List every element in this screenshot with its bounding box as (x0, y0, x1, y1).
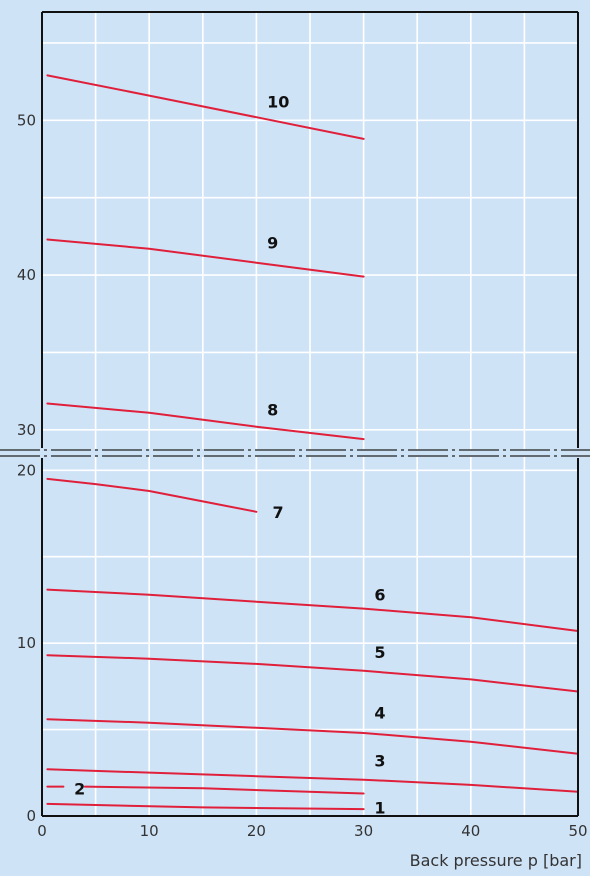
axis-break-gap (0, 449, 590, 457)
x-tick-label: 10 (140, 822, 159, 840)
curve-label-9: 9 (267, 234, 278, 253)
curve-3 (46, 768, 579, 793)
curve-9 (46, 238, 365, 278)
curve-label-2: 2 (74, 779, 85, 798)
curve-label-3: 3 (374, 752, 385, 771)
x-tick-label: 50 (568, 822, 587, 840)
x-tick-label: 30 (354, 822, 373, 840)
x-tick-label: 40 (461, 822, 480, 840)
y-tick-label: 40 (17, 266, 36, 284)
tick-labels: 0 10 20 30 40 50 0 10 20 30 40 50 (17, 111, 588, 840)
axis-break (0, 449, 590, 457)
curve-6 (46, 588, 579, 632)
y-tick-label: 20 (17, 461, 36, 479)
curve-8 (46, 402, 365, 441)
x-tick-label: 20 (247, 822, 266, 840)
y-tick-label: 10 (17, 634, 36, 652)
curve-label-10: 10 (267, 93, 289, 112)
y-tick-label: 30 (17, 421, 36, 439)
curve-label-1: 1 (374, 798, 385, 817)
curve-label-4: 4 (374, 703, 385, 722)
curve-label-8: 8 (267, 401, 278, 420)
x-axis-label: Back pressure p [bar] (410, 851, 582, 870)
curve-label-6: 6 (374, 586, 385, 605)
curve-2 (83, 785, 365, 795)
y-tick-label: 0 (26, 807, 36, 825)
curves (46, 74, 579, 811)
curve-10 (46, 74, 365, 140)
x-tick-label: 0 (37, 822, 47, 840)
curve-labels: 1 2 3 4 5 6 7 8 9 10 (74, 93, 385, 818)
curve-label-7: 7 (272, 503, 283, 522)
curve-7 (46, 477, 258, 513)
curve-4 (46, 718, 579, 755)
y-tick-label: 50 (17, 111, 36, 129)
curve-label-5: 5 (374, 643, 385, 662)
curve-5 (46, 654, 579, 693)
frame (41, 11, 579, 817)
curve-1 (46, 802, 365, 811)
